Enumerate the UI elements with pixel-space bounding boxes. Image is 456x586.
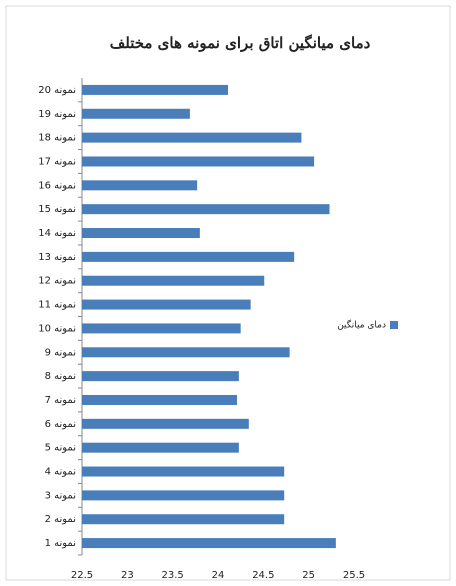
y-tick-label: نمونه 20 [38, 85, 76, 96]
bar [82, 132, 302, 143]
y-tick-label: نمونه 3 [45, 490, 76, 501]
y-tick-label: نمونه 16 [38, 180, 76, 191]
bar [82, 418, 249, 429]
y-tick-label: نمونه 11 [38, 300, 76, 311]
bar [82, 490, 285, 501]
y-tick-label: نمونه 18 [38, 133, 76, 144]
y-tick-label: نمونه 14 [38, 228, 76, 239]
bar [82, 442, 239, 453]
bar [82, 466, 285, 477]
x-tick-label: 23.5 [162, 570, 184, 581]
y-tick-label: نمونه 13 [38, 252, 76, 263]
bar [82, 538, 336, 549]
y-tick-label: نمونه 19 [38, 109, 76, 120]
y-tick-label: نمونه 10 [38, 323, 76, 334]
y-tick-label: نمونه 17 [38, 156, 76, 167]
x-tick-label: 25 [302, 570, 315, 581]
y-tick-label: نمونه 4 [45, 467, 76, 478]
bar [82, 108, 190, 119]
bar [82, 323, 241, 334]
bar [82, 275, 265, 286]
x-tick-label: 24 [212, 570, 225, 581]
y-tick-label: نمونه 2 [45, 514, 76, 525]
y-tick-label: نمونه 9 [45, 347, 76, 358]
bar [82, 347, 290, 358]
y-tick-label: نمونه 5 [45, 443, 76, 454]
bar [82, 180, 198, 191]
bar [82, 251, 295, 262]
x-tick-label: 24.5 [252, 570, 274, 581]
legend-label: دمای میانگین [337, 319, 386, 331]
bar [82, 156, 315, 167]
bar [82, 299, 251, 310]
x-tick-label: 22.5 [71, 570, 93, 581]
y-tick-label: نمونه 6 [45, 419, 76, 430]
y-tick-label: نمونه 12 [38, 276, 76, 287]
x-tick-label: 25.5 [343, 570, 365, 581]
x-tick-label: 23 [121, 570, 134, 581]
legend-swatch [390, 321, 398, 329]
chart-title: دمای میانگین اتاق برای نمونه های مختلف [110, 34, 371, 52]
y-tick-label: نمونه 8 [45, 371, 76, 382]
y-tick-label: نمونه 1 [45, 538, 76, 549]
bar [82, 84, 228, 95]
bar [82, 204, 330, 215]
y-tick-label: نمونه 15 [38, 204, 76, 215]
bar [82, 394, 238, 405]
bar [82, 514, 285, 525]
bar [82, 228, 200, 239]
bar [82, 371, 239, 382]
y-tick-label: نمونه 7 [45, 395, 76, 406]
